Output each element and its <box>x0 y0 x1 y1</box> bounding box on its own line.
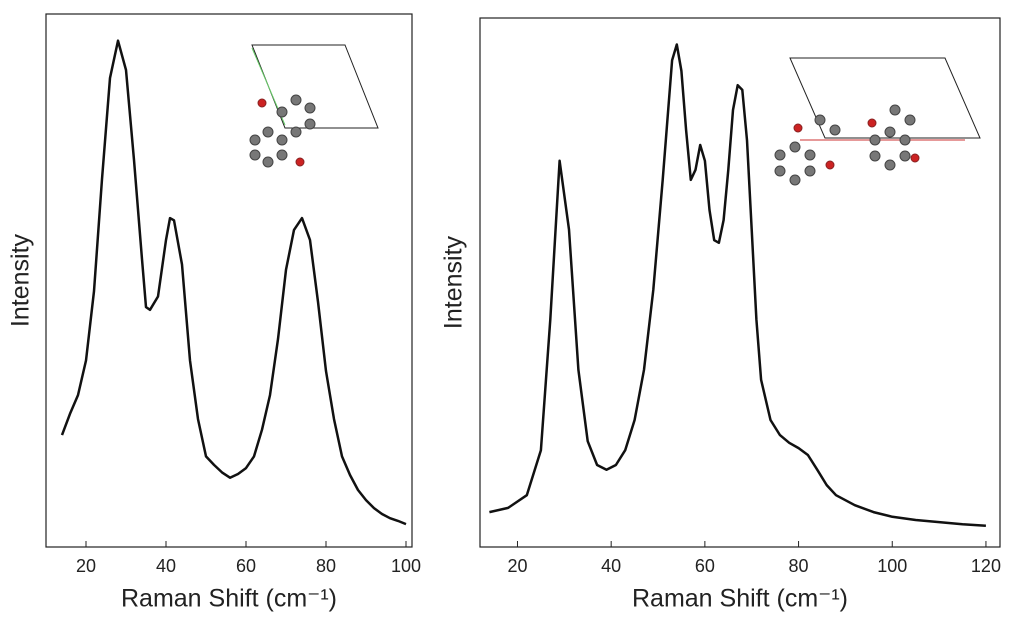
line-series <box>60 39 407 526</box>
x-tick-label: 80 <box>316 556 336 576</box>
x-axis-label: Raman Shift (cm⁻¹) <box>632 585 848 613</box>
plot-frame <box>45 13 413 548</box>
x-tick-label: 20 <box>76 556 96 576</box>
x-axis-label: Raman Shift (cm⁻¹) <box>121 585 337 613</box>
x-tick-label: 100 <box>877 556 907 576</box>
inset-right <box>774 57 981 186</box>
x-tick-label: 80 <box>789 556 809 576</box>
plot-frame <box>479 17 1001 548</box>
line-series <box>489 43 986 528</box>
y-axis-label: Intensity <box>440 235 468 329</box>
inset-left <box>249 44 379 168</box>
x-tick-label: 60 <box>695 556 715 576</box>
x-tick-label: 100 <box>391 556 421 576</box>
x-tick-label: 20 <box>507 556 527 576</box>
x-tick-label: 40 <box>601 556 621 576</box>
x-tick-label: 120 <box>971 556 1001 576</box>
x-tick-label: 40 <box>156 556 176 576</box>
x-tick-label: 60 <box>236 556 256 576</box>
y-axis-label: Intensity <box>7 233 35 327</box>
